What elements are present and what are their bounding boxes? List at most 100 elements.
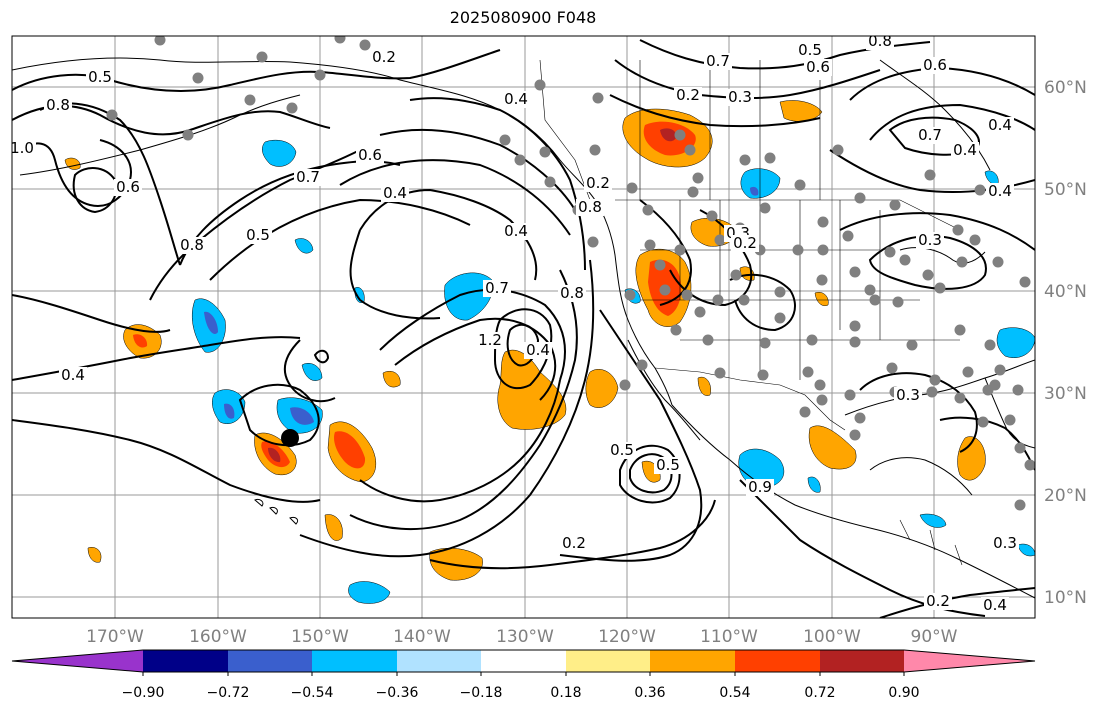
contour-label-bg (244, 227, 272, 244)
shade-positive (585, 369, 619, 408)
longitude-label: 90°W (911, 627, 958, 647)
contour-label-bg (86, 69, 114, 86)
contour-label-bg (986, 117, 1014, 134)
contour-line (209, 198, 471, 281)
contour-label: 0.4 (983, 596, 1007, 614)
station-dot (764, 152, 776, 164)
contour-label-bg (674, 87, 702, 104)
contour-label-bg (951, 142, 979, 159)
station-dot (954, 392, 966, 404)
contour-label: 1.0 (10, 139, 34, 157)
contour-label: 0.4 (988, 182, 1012, 200)
contour-label: 1.2 (478, 331, 502, 349)
colorbar-segment (143, 650, 228, 672)
shade-positive-core (268, 447, 281, 463)
shade-negative (348, 581, 391, 604)
contour-label-bg (608, 442, 636, 459)
contour-line (339, 159, 571, 236)
contour-line (349, 229, 441, 320)
contour-label-bg (584, 175, 612, 192)
contour-label-bg (502, 91, 530, 108)
contour-line (12, 336, 301, 381)
shade-negative-core (750, 186, 759, 196)
station-dot (817, 216, 829, 228)
station-dot (854, 412, 866, 424)
map-title: 2025080900 F048 (449, 8, 597, 27)
colorbar-segment (820, 650, 904, 672)
station-dot (534, 79, 546, 91)
latitude-label: 10°N (1044, 588, 1087, 608)
contour-label-bg (560, 535, 588, 552)
contour-label: 0.3 (728, 88, 752, 106)
contour-line (349, 269, 578, 530)
contour-label: 0.4 (504, 222, 528, 240)
station-dot (624, 289, 636, 301)
coastline-alaska (12, 57, 596, 201)
border-us-mexico (654, 367, 846, 431)
shade-positive (497, 349, 567, 430)
shade-positive (808, 425, 857, 470)
station-dot (714, 234, 726, 246)
contour-label-bg (294, 169, 322, 186)
station-dot (849, 429, 861, 441)
contour-label: 0.7 (485, 279, 509, 297)
contour-label-bg (524, 342, 552, 359)
contour-label: 0.5 (88, 68, 112, 86)
station-dot (954, 324, 966, 336)
station-dot (712, 294, 724, 306)
longitude-label: 170°W (86, 627, 144, 647)
colorbar-label: −0.72 (207, 685, 250, 701)
contour-label-bg (726, 89, 754, 106)
station-dot (864, 284, 876, 296)
contour-label: 0.6 (806, 58, 830, 76)
contour-label: 0.8 (180, 236, 204, 254)
station-dot (759, 337, 771, 349)
contour-label: 0.7 (918, 126, 942, 144)
station-dot (774, 312, 786, 324)
station-dot (694, 306, 706, 318)
longitude-label: 100°W (803, 627, 861, 647)
station-dot (154, 36, 166, 46)
station-dot (589, 144, 601, 156)
station-dot (1024, 459, 1035, 471)
colorbar-label: 0.18 (550, 685, 581, 701)
contour-label-bg (916, 232, 944, 249)
station-dot (692, 172, 704, 184)
shade-negative (444, 272, 494, 321)
contour-label: 0.5 (656, 456, 680, 474)
contour-label-bg (916, 127, 944, 144)
contour-label: 0.8 (868, 32, 892, 50)
contour-label-bg (804, 59, 832, 76)
station-dot (956, 256, 968, 268)
station-dot (674, 129, 686, 141)
coastline-baja (627, 339, 701, 441)
contour-label-bg (894, 387, 922, 404)
station-dot (244, 94, 256, 106)
colorbar-segment (312, 650, 397, 672)
shade-negative (807, 476, 821, 493)
contour-line (839, 212, 1035, 251)
coastline-gulf (844, 359, 1035, 416)
contour-label: 0.8 (46, 96, 70, 114)
contour-label-bg (114, 179, 142, 196)
contour-label: 0.7 (296, 168, 320, 186)
contour-label: 0.4 (526, 341, 550, 359)
station-dot (774, 286, 786, 298)
station-dot (994, 364, 1006, 376)
shade-positive-core (660, 128, 677, 142)
shade-positive-core (334, 431, 366, 469)
contour-label-bg (576, 199, 604, 216)
shade-positive (382, 370, 401, 388)
shade-positive (697, 376, 711, 396)
canada-provinces (639, 60, 821, 200)
station-dot (738, 294, 750, 306)
station-dot (359, 39, 371, 51)
contour-label-bg (476, 332, 504, 349)
contour-line (609, 94, 821, 128)
colorbar-extend-min (12, 650, 143, 672)
contour-label: 0.5 (246, 226, 270, 244)
station-dot (286, 102, 298, 114)
colorbar-labels: −0.90 −0.72 −0.54 −0.36 −0.18 0.18 0.36 0.54 0.7… (122, 672, 920, 701)
station-dot (969, 234, 981, 246)
